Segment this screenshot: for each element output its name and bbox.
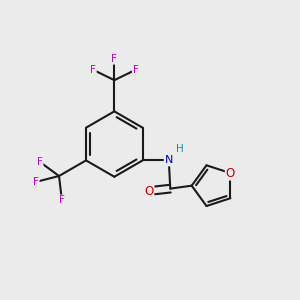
Text: F: F: [33, 177, 39, 187]
Text: N: N: [165, 155, 173, 165]
Text: F: F: [111, 54, 117, 64]
Text: O: O: [226, 167, 235, 180]
Text: H: H: [176, 144, 184, 154]
Text: O: O: [144, 184, 154, 197]
Text: F: F: [90, 65, 96, 75]
Text: F: F: [133, 65, 139, 75]
Text: F: F: [59, 195, 65, 206]
Text: F: F: [37, 157, 43, 167]
